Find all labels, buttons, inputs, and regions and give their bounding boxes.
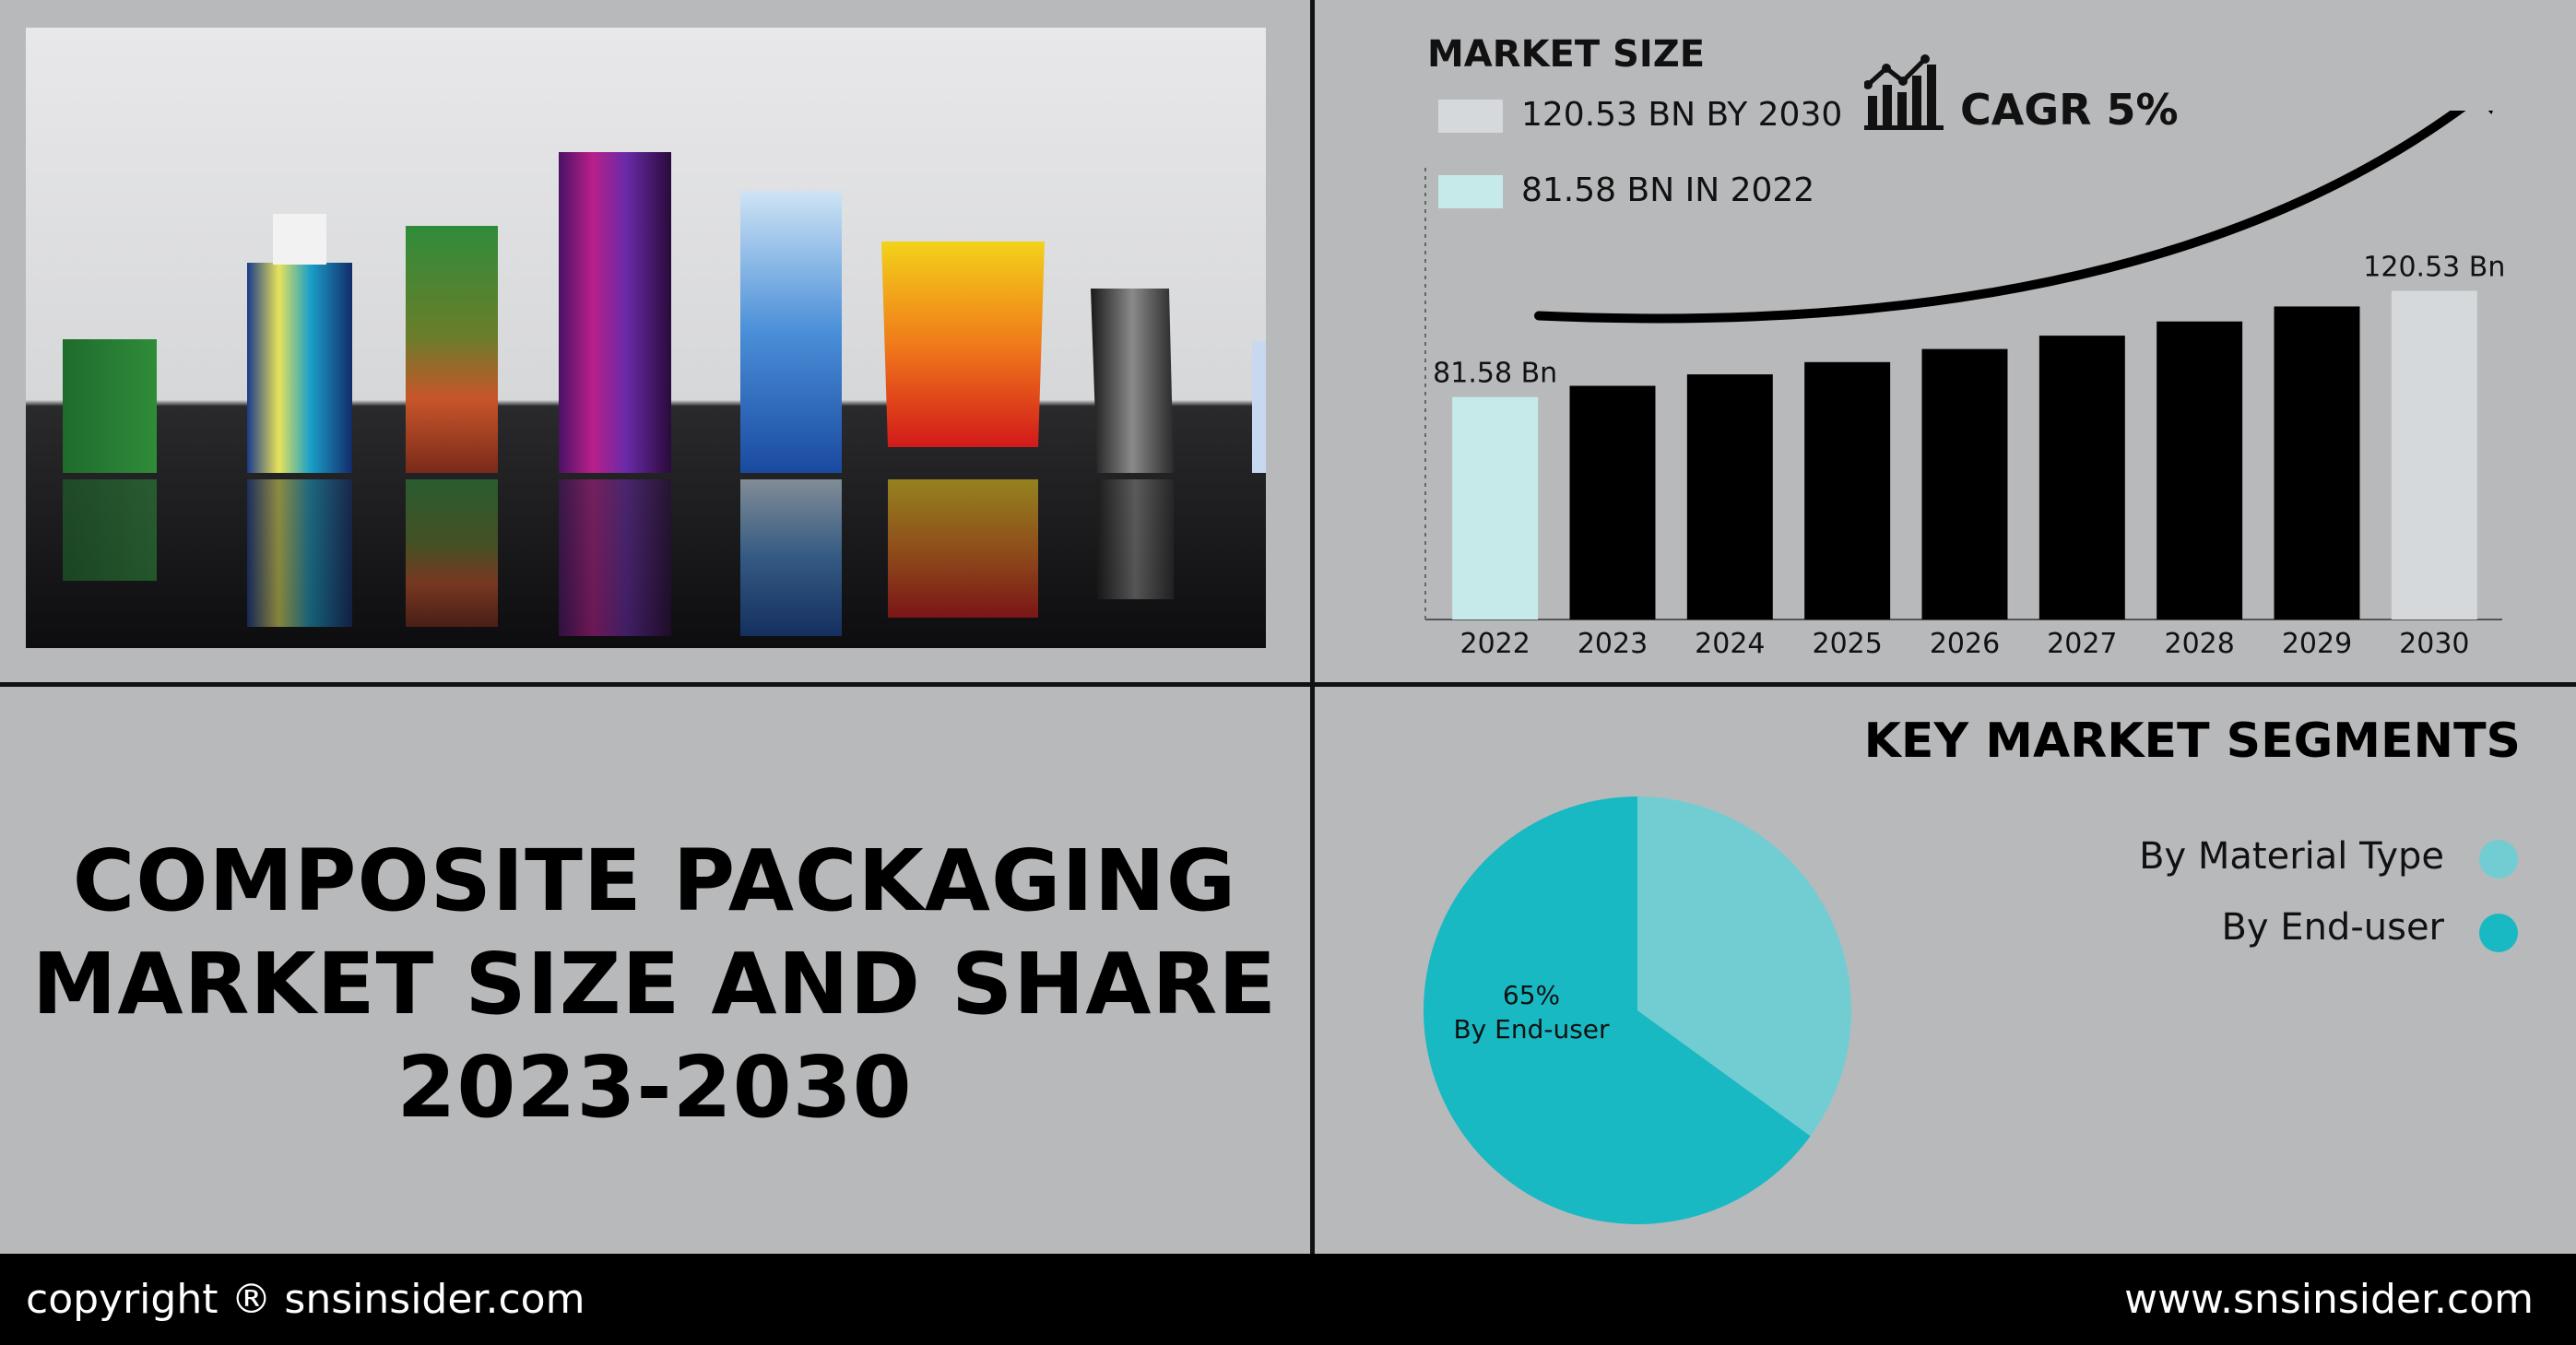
bar-2030 [2391, 290, 2477, 619]
x-tick-2030: 2030 [2399, 628, 2469, 660]
pie-category-label: By End-user [1453, 1014, 1610, 1044]
legend-label-2022: 81.58 BN IN 2022 [1521, 171, 1815, 209]
market-size-bar-chart: 2022 81.58 Bn 2023 2024 2025 2026 2027 2028 2029… [1424, 111, 2505, 660]
segment-legend-material: By Material Type [2139, 835, 2444, 878]
title-line-1: COMPOSITE PACKAGING [72, 832, 1237, 930]
segment-legend-end-user: By End-user [2221, 906, 2444, 949]
x-tick-2028: 2028 [2164, 628, 2234, 660]
pie-slice-end-user [1424, 796, 1811, 1224]
segment-dot-material [2479, 840, 2518, 879]
data-label-2022: 81.58 Bn [1433, 358, 1557, 390]
product-photo [26, 28, 1266, 648]
footer-bar: copyright ® snsinsider.com www.snsinside… [0, 1254, 2576, 1345]
bar-2029 [2274, 306, 2360, 619]
bar-2024 [1686, 374, 1773, 619]
x-tick-2022: 2022 [1459, 628, 1530, 660]
website-link[interactable]: www.snsinsider.com [2124, 1276, 2534, 1323]
growth-trend-arrow [1534, 111, 2466, 324]
title-line-3: 2023-2030 [396, 1038, 913, 1137]
segment-dot-end-user [2479, 914, 2518, 952]
segments-heading: KEY MARKET SEGMENTS [1863, 714, 2521, 769]
bar-2026 [1921, 348, 2008, 619]
bar-2022 [1452, 396, 1539, 619]
cagr-label: CAGR 5% [1960, 85, 2179, 135]
pie-percent-label: 65% [1503, 980, 1560, 1010]
horizontal-divider [0, 682, 2576, 687]
bar-2028 [2157, 321, 2243, 619]
x-tick-2024: 2024 [1695, 628, 1765, 660]
market-size-heading: MARKET SIZE [1427, 33, 1706, 76]
growth-arrow-head [2487, 111, 2493, 114]
bar-2023 [1569, 385, 1656, 619]
x-tick-2027: 2027 [2047, 628, 2117, 660]
x-tick-2025: 2025 [1812, 628, 1882, 660]
x-tick-2026: 2026 [1930, 628, 2000, 660]
data-label-2030: 120.53 Bn [2363, 252, 2505, 284]
legend-label-2030: 120.53 BN BY 2030 [1521, 96, 1843, 134]
page-title: COMPOSITE PACKAGING MARKET SIZE AND SHAR… [0, 830, 1309, 1139]
bar-2027 [2038, 336, 2125, 619]
bar-chart-trend-icon [1864, 54, 1944, 130]
vertical-divider [1310, 0, 1315, 1254]
title-line-2: MARKET SIZE AND SHARE [31, 935, 1278, 1033]
x-tick-2023: 2023 [1578, 628, 1648, 660]
x-tick-2029: 2029 [2282, 628, 2352, 660]
packaging-illustration [63, 152, 1266, 636]
segments-pie-chart: 65% By End-user [1424, 796, 1851, 1224]
legend-swatch-2030 [1438, 100, 1503, 133]
pie-slice-material-type [1637, 796, 1851, 1137]
legend-swatch-2022 [1438, 175, 1503, 208]
bar-2025 [1804, 361, 1891, 619]
copyright-text: copyright ® snsinsider.com [26, 1276, 585, 1323]
